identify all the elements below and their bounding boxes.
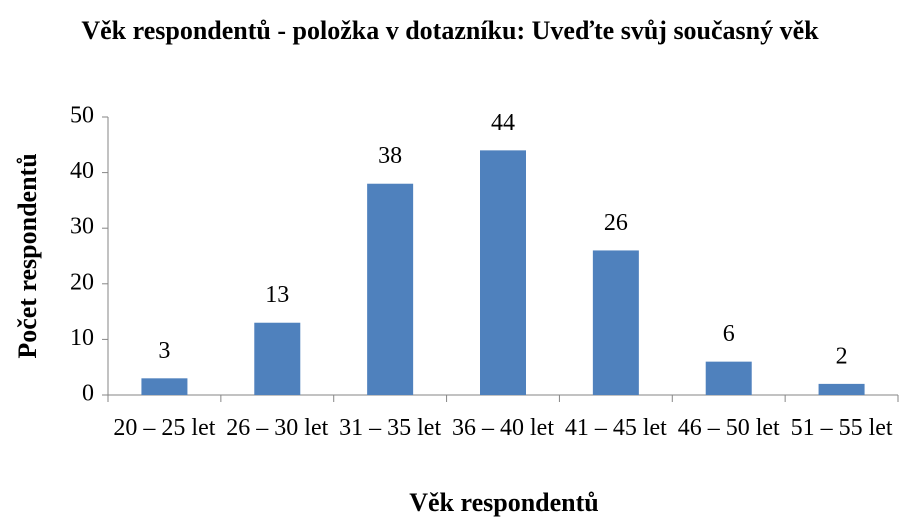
x-tick-label: 36 – 40 let [452,415,554,441]
bar [592,250,639,395]
bar [705,361,752,395]
x-tick-label: 46 – 50 let [677,415,780,441]
y-tick-label: 50 [70,103,94,129]
chart-title: Věk respondentů - položka v dotazníku: U… [81,16,819,45]
y-tick-label: 0 [82,381,94,407]
bar [818,383,865,395]
value-label: 3 [158,338,170,364]
y-tick-label: 30 [70,214,94,240]
y-tick-label: 20 [70,269,94,295]
x-axis-label: Věk respondentů [409,488,599,517]
value-label: 26 [604,210,628,236]
x-tick-label: 31 – 35 let [339,415,442,441]
x-tick-label: 51 – 55 let [790,415,893,441]
x-tick-label: 26 – 30 let [226,415,329,441]
bar [141,378,188,395]
y-axis-label: Počet respondentů [13,153,42,358]
x-tick-label: 20 – 25 let [113,415,216,441]
value-label: 44 [491,110,515,136]
y-tick-label: 40 [70,158,94,184]
bar [367,183,414,395]
value-label: 2 [836,343,848,369]
value-label: 38 [378,143,402,169]
value-label: 6 [723,321,735,347]
value-label: 13 [265,282,289,308]
x-tick-label: 41 – 45 let [564,415,667,441]
bar [480,150,526,395]
bar [254,322,301,395]
y-tick-label: 10 [70,325,94,351]
